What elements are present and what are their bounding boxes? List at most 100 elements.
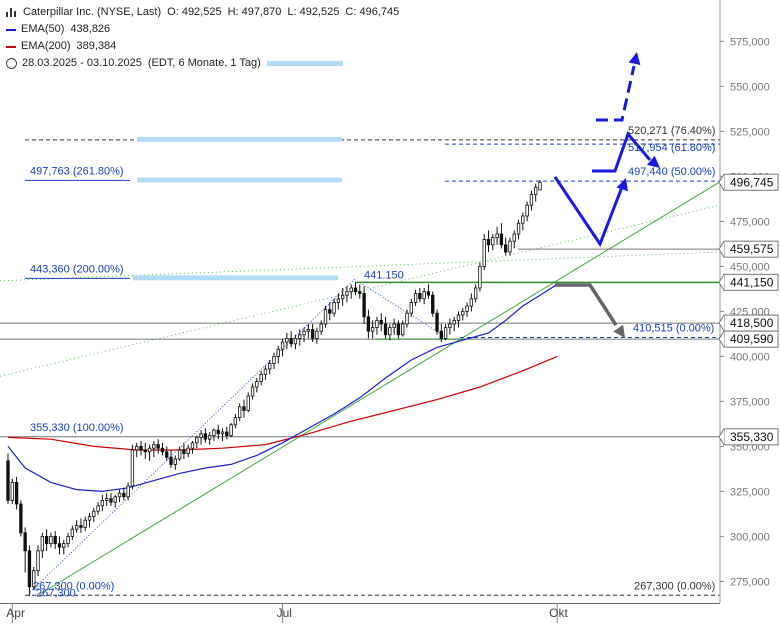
chart-legend: Caterpillar Inc. (NYSE, Last) O: 492,525… xyxy=(6,4,399,72)
candle-body xyxy=(242,406,246,411)
candle-body xyxy=(486,238,491,246)
candle xyxy=(186,444,190,458)
candle xyxy=(126,482,130,501)
candle-body xyxy=(516,222,521,235)
candle xyxy=(401,320,405,337)
candle xyxy=(276,345,280,364)
y-tick-label: 475,000 xyxy=(730,216,770,228)
y-tick-label: 550,000 xyxy=(730,81,770,93)
candle xyxy=(259,370,263,386)
candle xyxy=(36,545,40,576)
lower-channel-line xyxy=(0,251,721,282)
ema200-swatch xyxy=(6,45,16,48)
candle-body xyxy=(156,444,160,449)
candle xyxy=(332,298,336,317)
candle-body xyxy=(143,449,147,453)
candle xyxy=(439,324,443,342)
x-tick-label: Okt xyxy=(549,606,568,620)
candle xyxy=(280,338,285,357)
candle-body xyxy=(32,570,36,588)
candle xyxy=(285,333,289,350)
candle-body xyxy=(413,292,418,303)
candle-body xyxy=(190,442,195,449)
ema50-line xyxy=(7,283,558,493)
candle xyxy=(426,284,431,299)
candle-body xyxy=(482,238,486,267)
candle xyxy=(32,567,36,591)
candle-body xyxy=(139,445,143,451)
candle-body xyxy=(306,328,310,332)
candle-body xyxy=(431,294,435,314)
y-tick-label: 325,000 xyxy=(730,486,770,498)
candle xyxy=(512,230,516,249)
candle-body xyxy=(289,337,293,345)
candle xyxy=(409,298,413,317)
candle-body xyxy=(328,309,332,314)
candle-body xyxy=(87,516,92,521)
candle-body xyxy=(448,323,452,328)
candle-body xyxy=(383,323,388,336)
candle-body xyxy=(152,444,156,449)
candle-body xyxy=(379,319,383,325)
legend-range: 28.03.2025 - 03.10.2025 (EDT, 6 Monate, … xyxy=(6,55,399,72)
price-box: 496,745 xyxy=(718,173,779,191)
candle-body xyxy=(529,193,534,206)
candle xyxy=(443,324,448,341)
candle xyxy=(371,320,375,339)
candle-body xyxy=(177,449,182,460)
fib-618-label: 517,954 (61.80%) xyxy=(628,142,715,154)
candle-body xyxy=(345,291,349,296)
fib-0-blue-label: 410,515 (0.00%) xyxy=(633,322,714,334)
candle xyxy=(44,529,49,551)
candle-body xyxy=(113,496,117,503)
candle-body xyxy=(92,510,96,518)
y-tick-label: 275,000 xyxy=(730,576,770,588)
candle-body xyxy=(212,429,216,437)
candle xyxy=(534,183,538,202)
candle-body xyxy=(349,287,353,292)
x-tick-label: Apr xyxy=(6,606,25,620)
candle xyxy=(130,444,135,490)
candle xyxy=(195,435,199,449)
highlight-443 xyxy=(133,275,338,281)
candle xyxy=(152,441,156,458)
legend-ema200[interactable]: EMA(200) 389,384 xyxy=(6,38,399,55)
price-box-label: 441,150 xyxy=(730,275,774,289)
candle-body xyxy=(229,424,233,436)
candle xyxy=(263,365,268,380)
candle-body xyxy=(456,314,461,321)
candle xyxy=(521,212,525,231)
chart-labels: 355,330 (100.00%) 443,360 (200.00%) 497,76… xyxy=(30,125,715,599)
candle xyxy=(486,230,491,252)
candle xyxy=(336,293,341,310)
candle-body xyxy=(521,215,525,224)
candle-body xyxy=(36,550,40,571)
candle xyxy=(92,507,96,522)
price-box: 409,590 xyxy=(718,330,779,348)
candle xyxy=(396,320,401,339)
candle-body xyxy=(19,503,23,534)
range-text: 28.03.2025 - 03.10.2025 xyxy=(22,57,142,69)
ema200-value: 389,384 xyxy=(76,40,117,52)
price-box: 418,500 xyxy=(718,314,779,332)
y-axis: 275,000300,000325,000350,000375,000400,0… xyxy=(719,0,770,603)
legend-ema50[interactable]: EMA(50) 438,826 xyxy=(6,21,399,38)
candle-body xyxy=(44,536,49,545)
candle-body xyxy=(310,328,315,339)
price-box: 441,150 xyxy=(718,273,779,291)
candle-body xyxy=(135,445,139,451)
candle-body xyxy=(117,492,122,498)
candle xyxy=(246,392,250,413)
candle xyxy=(83,516,87,531)
legend-close: C: 496,745 xyxy=(345,6,400,18)
candle xyxy=(79,518,83,533)
candle xyxy=(53,531,57,549)
highlight-520 xyxy=(137,136,342,142)
ema50-swatch xyxy=(6,28,16,31)
candle-body xyxy=(315,330,319,339)
candle-body xyxy=(362,292,366,318)
candle xyxy=(225,426,229,440)
candle xyxy=(358,284,362,299)
candle xyxy=(173,455,177,470)
